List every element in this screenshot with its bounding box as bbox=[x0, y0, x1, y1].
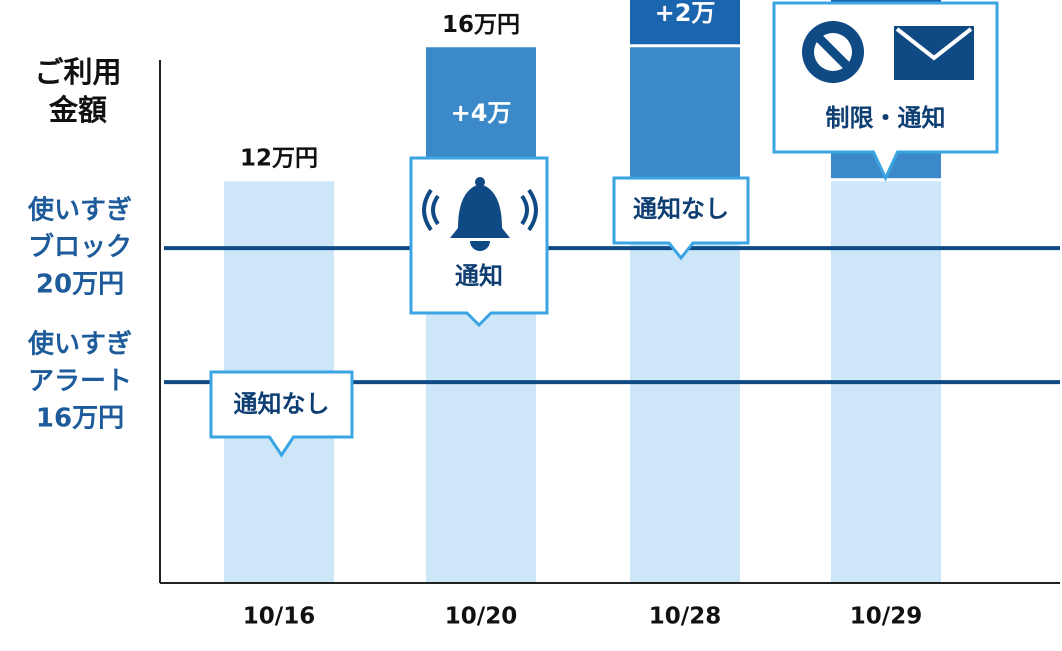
reference-label: 使いすぎ bbox=[27, 330, 132, 360]
x-tick-label: 10/16 bbox=[243, 604, 315, 630]
callout-text: 通知なし bbox=[234, 390, 330, 418]
callout bbox=[209, 370, 354, 458]
x-tick-label: 10/29 bbox=[850, 604, 922, 630]
reference-label: ブロック bbox=[28, 232, 132, 263]
total-label: 16万円 bbox=[442, 12, 520, 38]
bell-icon bbox=[422, 177, 538, 251]
reference-label: 20万円 bbox=[36, 270, 124, 300]
reference-label: 16万円 bbox=[36, 404, 124, 434]
x-tick-label: 10/28 bbox=[649, 604, 721, 630]
bar-segment bbox=[630, 47, 740, 179]
total-label: 12万円 bbox=[240, 146, 318, 172]
segment-label: +2万 bbox=[655, 0, 716, 27]
reference-label: 使いすぎ bbox=[27, 196, 132, 226]
callout-text: 制限・通知 bbox=[826, 104, 946, 132]
block-icon bbox=[802, 21, 864, 83]
callout-text: 通知なし bbox=[633, 195, 729, 223]
callout bbox=[612, 176, 750, 261]
bar-segment bbox=[426, 47, 536, 179]
mail-icon bbox=[894, 26, 974, 80]
x-tick-label: 10/20 bbox=[445, 604, 517, 630]
reference-label: アラート bbox=[28, 367, 132, 397]
callout-text: 通知 bbox=[455, 262, 503, 290]
segment-label: +4万 bbox=[451, 99, 512, 127]
bar-segment bbox=[630, 0, 740, 45]
y-axis-title: 金額 bbox=[48, 93, 107, 127]
y-axis-title: ご利用 bbox=[34, 55, 121, 89]
